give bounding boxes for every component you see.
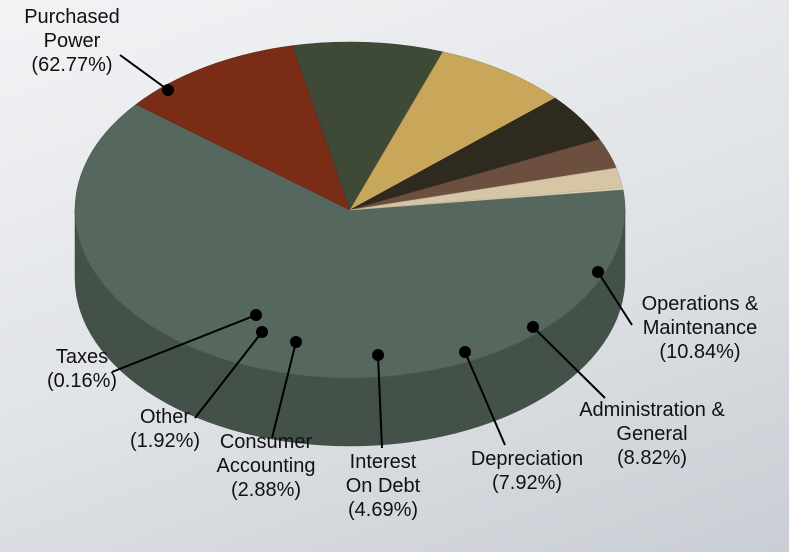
- category-name: Interest On Debt: [345, 451, 421, 497]
- value-label: (4.69%): [347, 499, 419, 521]
- leader-line: [271, 341, 297, 439]
- leader-dot: [290, 336, 302, 348]
- slice-label: Consumer Accounting (2.88%): [209, 430, 324, 502]
- leader-line: [597, 271, 633, 326]
- pie-slice: [349, 187, 624, 211]
- leader-dot: [250, 309, 262, 321]
- slice-label: Interest On Debt (4.69%): [338, 450, 428, 522]
- value-label: (7.92%): [491, 472, 563, 494]
- value-label: (2.88%): [230, 479, 302, 501]
- slice-label: Administration & General (8.82%): [572, 398, 732, 470]
- pie-slice: [135, 45, 351, 211]
- leader-line: [119, 54, 169, 91]
- value-label: (0.16%): [46, 370, 118, 392]
- leader-dot: [592, 266, 604, 278]
- pie-slice: [349, 51, 556, 211]
- leader-line: [532, 326, 606, 399]
- value-label: (1.92%): [129, 430, 201, 452]
- category-name: Other: [139, 406, 191, 428]
- leader-dot: [256, 326, 268, 338]
- category-name: Depreciation: [470, 448, 584, 470]
- category-name: Operations & Maintenance: [641, 293, 759, 339]
- category-name: Administration & General: [579, 399, 725, 445]
- slice-label: Operations & Maintenance (10.84%): [625, 292, 775, 364]
- leader-line: [194, 331, 263, 419]
- leader-dot: [162, 84, 174, 96]
- slice-label: Taxes (0.16%): [42, 345, 122, 393]
- leader-line: [464, 351, 506, 446]
- category-name: Taxes: [55, 346, 109, 368]
- leader-line: [377, 354, 383, 449]
- slice-label: Purchased Power (62.77%): [17, 5, 127, 77]
- value-label: (62.77%): [31, 54, 113, 76]
- slice-label: Depreciation (7.92%): [457, 447, 597, 495]
- pie-slice: [74, 103, 626, 379]
- pie-slice: [292, 41, 444, 211]
- leader-line: [111, 314, 257, 373]
- leader-dot: [459, 346, 471, 358]
- value-label: (10.84%): [659, 341, 741, 363]
- leader-dot: [372, 349, 384, 361]
- leader-dot: [527, 321, 539, 333]
- category-name: Consumer Accounting: [216, 431, 316, 477]
- slice-label: Other (1.92%): [125, 405, 205, 453]
- category-name: Purchased Power: [24, 6, 120, 52]
- value-label: (8.82%): [616, 447, 688, 469]
